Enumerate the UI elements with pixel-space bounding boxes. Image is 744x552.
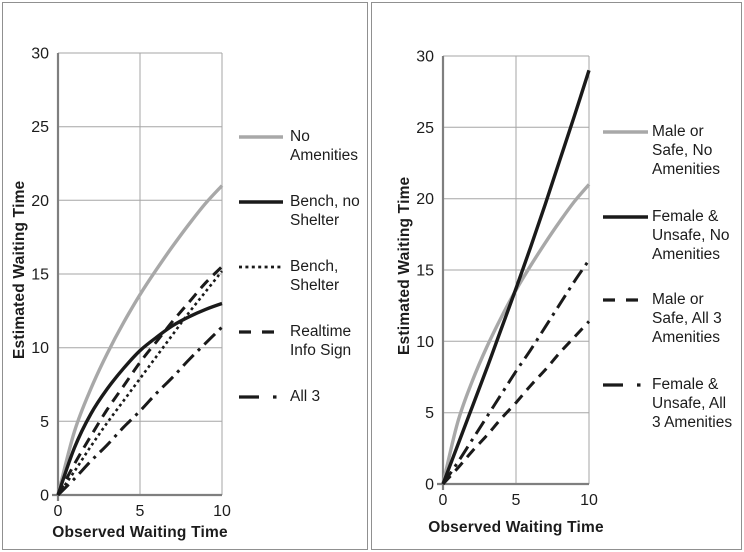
series-line-no-amenities [56,184,224,496]
series-line-male-or-safe-all-3-amenities [441,320,591,486]
y-axis-title: Estimated Waiting Time [11,180,28,359]
y-tick-label: 20 [31,193,49,210]
y-tick-label: 30 [416,49,434,66]
y-axis-title: Estimated Waiting Time [396,176,413,355]
series-line-bench-shelter [56,270,224,496]
x-tick-label: 0 [54,503,63,520]
right-plot-area: 0 5 10 15 20 25 30 0 5 10 [416,49,598,510]
x-tick-label: 10 [213,503,231,520]
x-tick-label: 10 [580,492,598,509]
x-axis-title: Observed Waiting Time [52,524,228,541]
x-tick-label: 5 [512,492,521,509]
left-chart-panel: 0 5 10 15 20 25 30 0 5 10 Estimated Waiting Time … [2,2,368,550]
y-tick-label: 10 [416,334,434,351]
series-line-female-unsafe-no-amenities [441,69,591,485]
series-line-all-3 [56,325,224,497]
x-tick-label: 5 [136,503,145,520]
right-chart-panel: 0 5 10 15 20 25 30 0 5 10 Estimated Waiting Time … [371,2,742,550]
y-tick-label: 25 [31,119,49,136]
left-plot-area: 0 5 10 15 20 25 30 0 5 10 [31,46,231,521]
y-tick-label: 0 [425,477,434,494]
y-tick-label: 5 [425,405,434,422]
y-tick-label: 15 [31,267,49,284]
x-tick-label: 0 [439,492,448,509]
series-line-realtime-info-sign [56,265,224,496]
x-axis-title: Observed Waiting Time [428,519,604,536]
y-tick-label: 25 [416,120,434,137]
y-tick-label: 5 [40,414,49,431]
y-tick-label: 20 [416,191,434,208]
y-tick-label: 0 [40,488,49,505]
y-tick-label: 30 [31,46,49,63]
y-tick-label: 15 [416,263,434,280]
y-tick-label: 10 [31,340,49,357]
series-line-bench-no-shelter [56,301,223,496]
series-line-female-unsafe-all-3-amenities [441,259,591,485]
